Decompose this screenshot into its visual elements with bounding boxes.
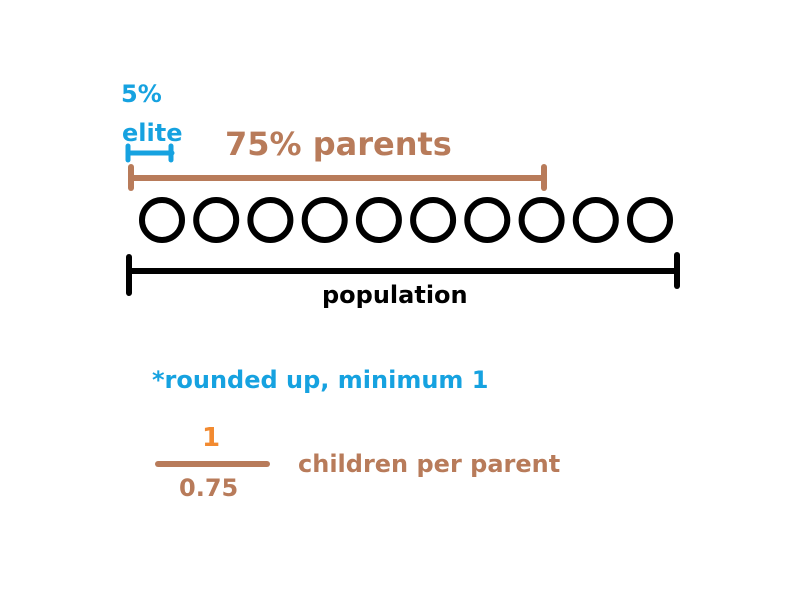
- children-per-parent-label: children per parent: [298, 450, 561, 478]
- population-bracket: [126, 252, 680, 296]
- individual-circle: [518, 197, 565, 243]
- fraction-denominator: 0.75: [179, 474, 239, 502]
- individual-circle: [410, 197, 457, 243]
- population-individuals: [139, 197, 673, 243]
- parents-bracket: [128, 164, 547, 191]
- individual-circle: [572, 197, 619, 243]
- individual-circle: [464, 197, 511, 243]
- elite-bracket: [125, 143, 175, 163]
- individual-circle: [627, 197, 673, 243]
- fraction-numerator: 1: [202, 423, 221, 453]
- individual-circle: [355, 197, 402, 243]
- elite-label: elite: [122, 119, 183, 147]
- individual-circle: [139, 197, 185, 243]
- individual-circle: [193, 197, 240, 243]
- population-label: population: [322, 281, 468, 309]
- rounding-note: *rounded up, minimum 1: [152, 366, 489, 394]
- elite-percent-label: 5%: [121, 80, 162, 108]
- individual-circle: [301, 197, 348, 243]
- parents-label: 75% parents: [225, 125, 452, 163]
- individual-circle: [247, 197, 294, 243]
